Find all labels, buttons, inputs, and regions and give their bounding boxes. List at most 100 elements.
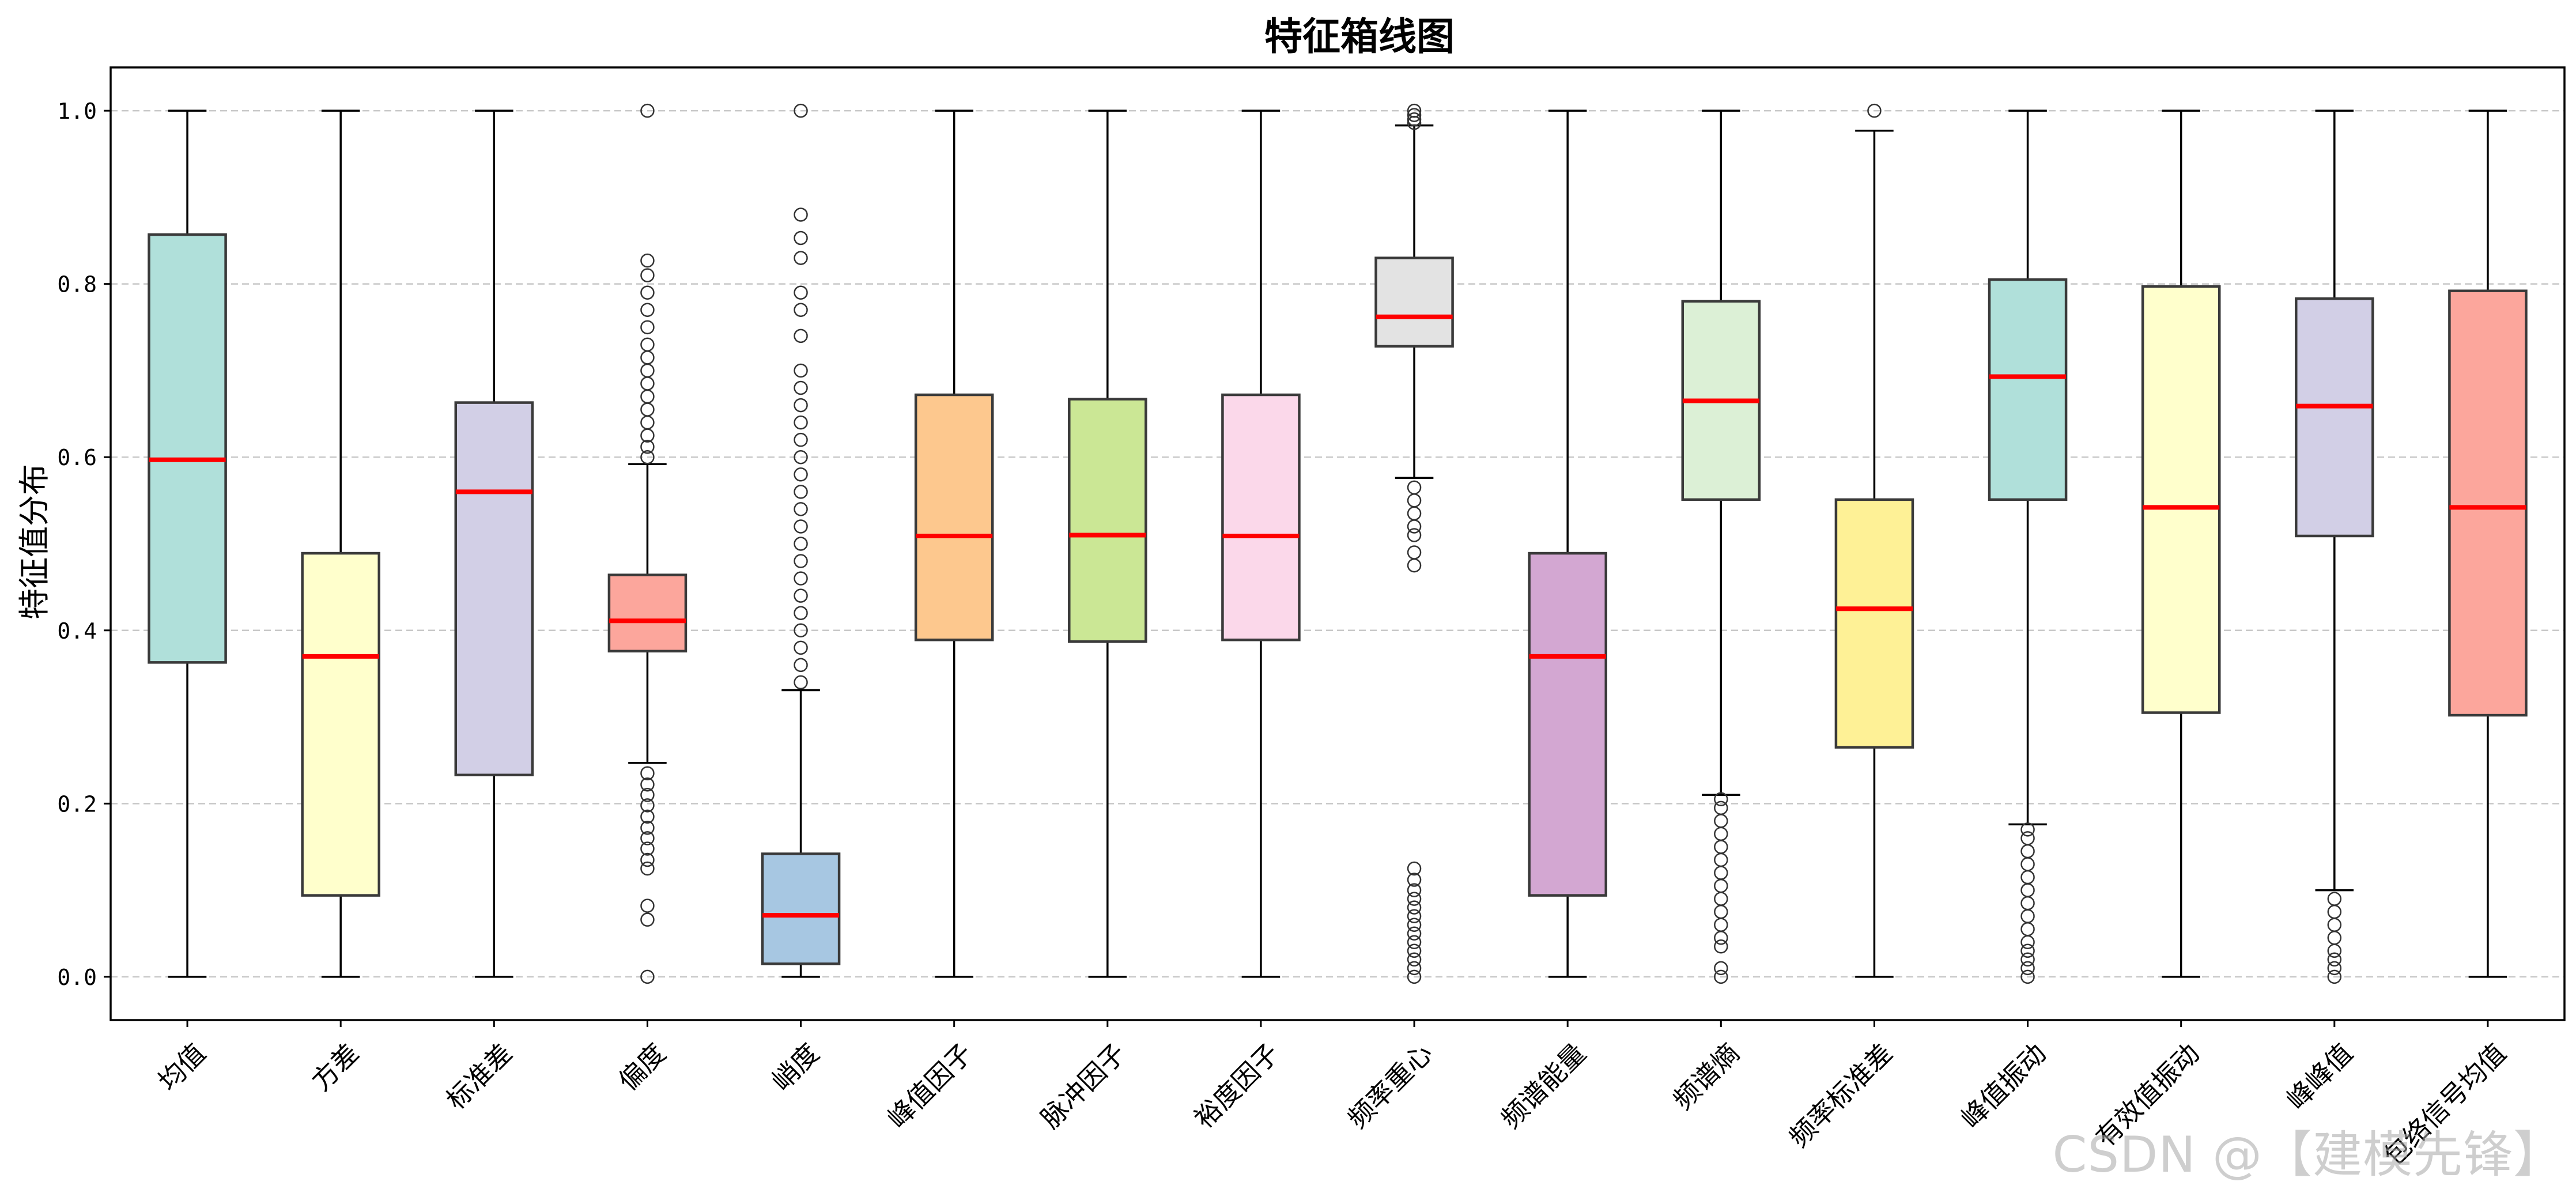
outlier-point — [1407, 918, 1422, 932]
outlier-point — [1407, 108, 1422, 122]
outlier-point — [2327, 969, 2342, 984]
outlier-point — [1407, 883, 1422, 897]
outlier-point — [2020, 822, 2035, 837]
outlier-point — [640, 285, 655, 300]
outlier-point — [1407, 528, 1422, 542]
outlier-point — [794, 658, 808, 673]
outlier-point — [640, 831, 655, 845]
outlier-point — [1407, 873, 1422, 887]
box-iqr — [1221, 393, 1301, 641]
outlier-point — [794, 675, 808, 690]
box-11 — [1681, 110, 1761, 984]
outlier-point — [640, 337, 655, 352]
box-8 — [1221, 110, 1301, 978]
chart-title: 特征箱线图 — [1264, 14, 1455, 59]
y-axis: 0.0 0.2 0.4 0.6 0.8 1.0 — [57, 99, 111, 990]
outlier-point — [640, 852, 655, 867]
box-2 — [301, 110, 380, 978]
box-iqr — [1988, 278, 2068, 501]
outlier-point — [794, 231, 808, 246]
y-tick-label: 0.6 — [57, 445, 97, 470]
outlier-point — [640, 777, 655, 792]
outlier-point — [640, 303, 655, 318]
box-iqr — [1068, 398, 1147, 643]
outlier-point — [794, 432, 808, 447]
outlier-point — [640, 268, 655, 282]
box-iqr — [2448, 289, 2528, 717]
outlier-point — [794, 207, 808, 222]
box-iqr — [148, 233, 227, 664]
box-13 — [1988, 110, 2068, 984]
outlier-point — [1407, 900, 1422, 915]
outlier-point — [640, 788, 655, 802]
outlier-point — [2020, 943, 2035, 958]
box-iqr — [2295, 297, 2374, 538]
outlier-point — [2327, 961, 2342, 976]
outlier-point — [2020, 961, 2035, 976]
outlier-point — [640, 861, 655, 876]
outlier-point — [794, 606, 808, 620]
outlier-point — [640, 766, 655, 780]
y-tick-label: 0.4 — [57, 618, 97, 644]
outlier-point — [794, 537, 808, 551]
outlier-point — [794, 363, 808, 378]
outlier-point — [2020, 952, 2035, 967]
outlier-point — [794, 623, 808, 638]
outlier-point — [1714, 961, 1728, 976]
box-3 — [454, 110, 534, 978]
box-4 — [607, 103, 688, 984]
plot-frame — [109, 66, 2566, 1021]
box-15 — [2295, 110, 2374, 984]
outlier-point — [640, 798, 655, 813]
watermark: CSDN @【建模先锋】 — [2052, 1126, 2563, 1184]
outlier-point — [1407, 943, 1422, 958]
box-iqr — [1834, 498, 1914, 749]
outlier-point — [794, 450, 808, 465]
y-tick-label: 1.0 — [57, 99, 97, 124]
outlier-point — [794, 415, 808, 430]
box-7 — [1068, 110, 1147, 978]
outlier-point — [794, 519, 808, 534]
outlier-point — [640, 320, 655, 335]
outlier-point — [1714, 939, 1728, 954]
y-tick-label: 0.8 — [57, 272, 97, 297]
outlier-point — [640, 809, 655, 824]
outlier-point — [794, 329, 808, 343]
outlier-point — [794, 467, 808, 482]
outlier-point — [1407, 952, 1422, 967]
box-6 — [914, 110, 994, 978]
outlier-point — [794, 380, 808, 395]
outlier-point — [1714, 801, 1728, 816]
outlier-point — [2020, 969, 2035, 984]
outlier-point — [640, 103, 655, 118]
box-9 — [1374, 103, 1454, 984]
outlier-point — [1407, 935, 1422, 950]
outlier-point — [1407, 969, 1422, 984]
outlier-point — [2020, 831, 2035, 845]
outlier-point — [640, 969, 655, 984]
box-12 — [1834, 103, 1914, 978]
box-16 — [2448, 110, 2528, 978]
outlier-point — [1407, 861, 1422, 876]
outlier-point — [2327, 952, 2342, 967]
outlier-point — [1407, 545, 1422, 560]
outlier-point — [794, 571, 808, 586]
box-iqr — [454, 401, 534, 776]
outlier-point — [794, 285, 808, 300]
outlier-point — [2327, 892, 2342, 906]
outlier-point — [794, 251, 808, 265]
y-axis-label: 特征值分布 — [16, 464, 52, 620]
box-iqr — [761, 852, 841, 965]
outlier-point — [1714, 969, 1728, 984]
outlier-point — [640, 821, 655, 835]
box-14 — [2141, 110, 2221, 978]
outlier-point — [1407, 926, 1422, 941]
outlier-point — [794, 303, 808, 318]
box-1 — [148, 110, 227, 978]
outlier-point — [794, 588, 808, 603]
outlier-point — [794, 554, 808, 568]
box-iqr — [1374, 256, 1454, 348]
outlier-point — [1407, 909, 1422, 923]
outlier-point — [640, 439, 655, 454]
